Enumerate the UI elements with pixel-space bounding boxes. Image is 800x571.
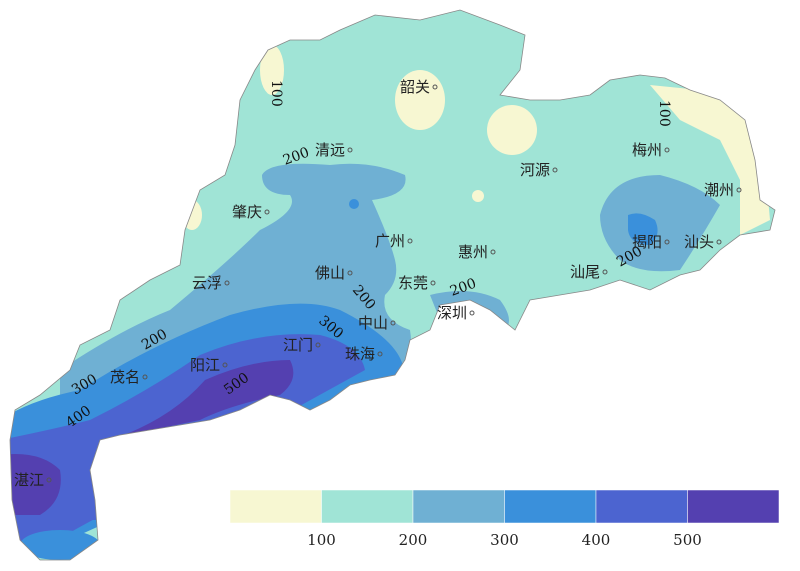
legend-tick: 200	[399, 531, 428, 549]
city-marker	[602, 269, 608, 275]
city-label: 清远	[315, 141, 345, 159]
contour-label: 100	[656, 100, 672, 127]
city-marker	[46, 477, 52, 483]
legend-colorbar: 100 200 300 400 500	[229, 489, 780, 549]
legend-swatch	[595, 489, 688, 524]
city-marker	[664, 147, 670, 153]
city-marker	[347, 147, 353, 153]
city-marker	[142, 374, 148, 380]
legend-swatch	[321, 489, 414, 524]
city-marker	[664, 239, 670, 245]
legend-tick: 300	[490, 531, 519, 549]
city-marker	[315, 342, 321, 348]
city-marker	[377, 351, 383, 357]
city-marker	[552, 167, 558, 173]
legend-tick: 400	[582, 531, 611, 549]
legend-swatch	[412, 489, 505, 524]
city-label: 茂名	[110, 368, 140, 386]
city-marker	[222, 362, 228, 368]
city-marker	[407, 238, 413, 244]
city-marker	[224, 280, 230, 286]
band-below-100	[182, 45, 770, 235]
city-marker	[432, 84, 438, 90]
city-label: 广州	[375, 232, 405, 250]
city-label: 揭阳	[632, 233, 662, 251]
city-label: 佛山	[315, 264, 345, 282]
legend-swatch	[504, 489, 597, 524]
city-label: 深圳	[437, 304, 467, 322]
city-label: 汕尾	[570, 263, 600, 281]
city-label: 东莞	[398, 274, 428, 292]
legend-tick: 500	[673, 531, 702, 549]
contour-label: 100	[268, 80, 284, 107]
city-label: 汕头	[684, 233, 714, 251]
legend-swatch	[687, 489, 780, 524]
city-marker	[490, 249, 496, 255]
city-labels: 韶关清远 梅州河源潮州肇庆广州 揭阳 汕头惠州佛山东莞 汕尾云浮深圳中山江门珠海茂名 阳江…	[14, 78, 742, 489]
city-marker	[736, 187, 742, 193]
band-300-400-tip	[20, 530, 100, 560]
city-label: 云浮	[192, 274, 222, 292]
city-label: 阳江	[190, 356, 220, 374]
city-marker	[390, 320, 396, 326]
city-label: 河源	[520, 161, 550, 179]
city-marker	[716, 239, 722, 245]
city-marker	[264, 209, 270, 215]
city-label: 韶关	[400, 78, 430, 96]
band-300-400-spot	[349, 199, 359, 209]
city-marker	[347, 270, 353, 276]
city-label: 肇庆	[232, 203, 262, 221]
city-label: 江门	[283, 336, 313, 354]
legend-swatch	[229, 489, 322, 524]
legend-tick: 100	[307, 531, 336, 549]
city-marker	[469, 310, 475, 316]
city-label: 潮州	[704, 181, 734, 199]
city-label: 惠州	[458, 243, 488, 261]
city-label: 湛江	[14, 471, 44, 489]
city-label: 梅州	[632, 141, 662, 159]
city-marker	[430, 280, 436, 286]
city-label: 珠海	[345, 345, 375, 363]
city-label: 中山	[358, 314, 388, 332]
band-above-500	[10, 360, 294, 515]
